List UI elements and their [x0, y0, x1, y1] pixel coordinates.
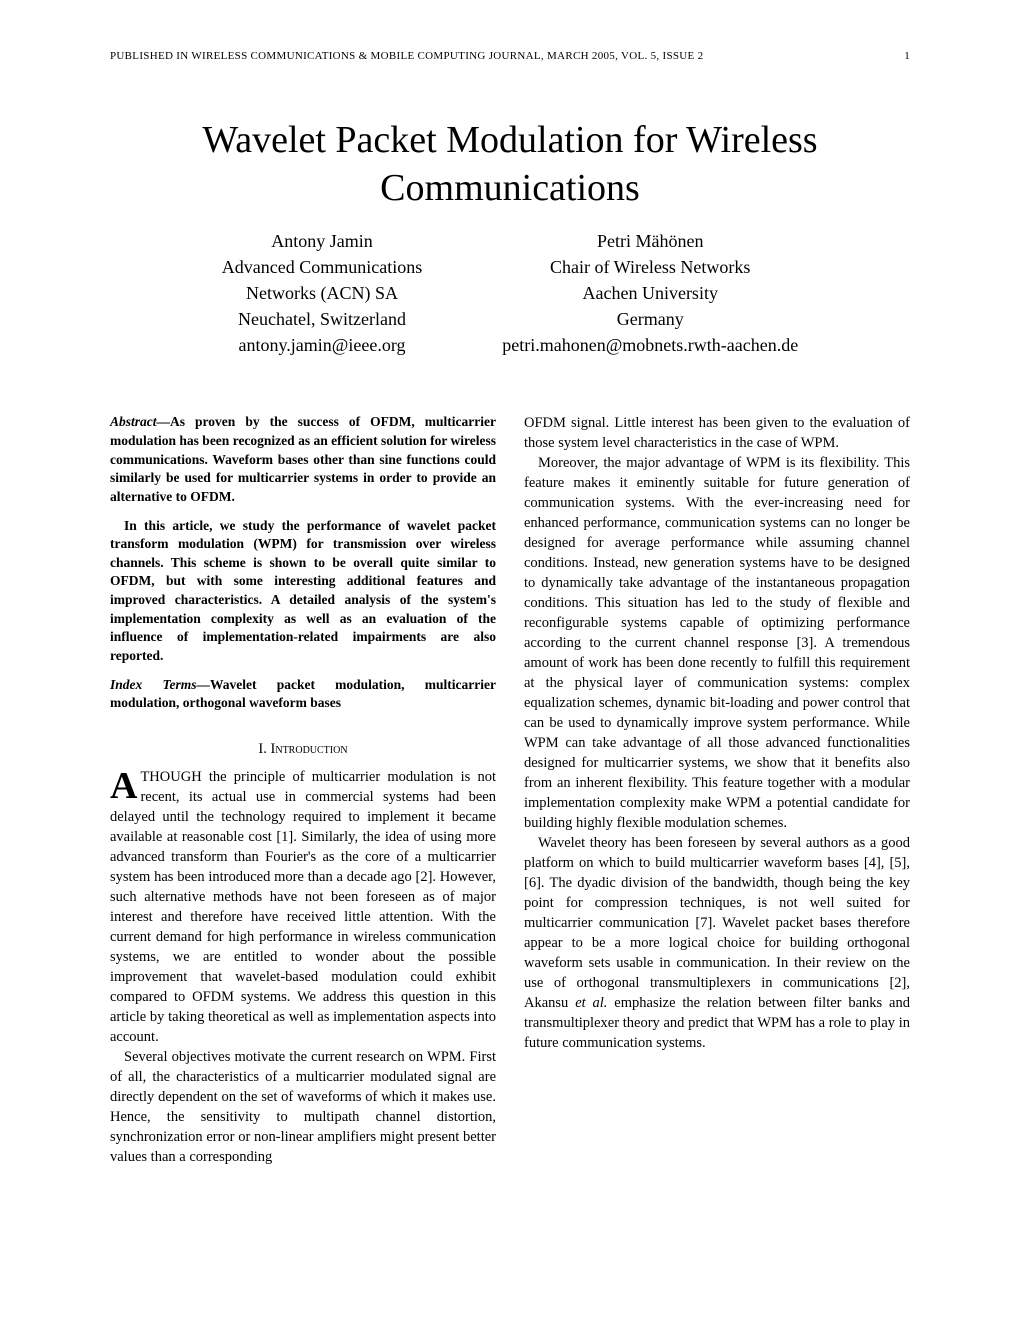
right-p3: Wavelet theory has been foreseen by seve… [524, 833, 910, 1053]
intro-p2: Several objectives motivate the current … [110, 1047, 496, 1167]
author-name: Petri Mähönen [502, 228, 798, 254]
dropcap: A [110, 767, 140, 802]
journal-info: PUBLISHED IN WIRELESS COMMUNICATIONS & M… [110, 50, 703, 62]
authors: Antony Jamin Advanced Communications Net… [110, 228, 910, 358]
paper-title: Wavelet Packet Modulation for Wireless C… [110, 117, 910, 212]
right-p3-a: Wavelet theory has been foreseen by seve… [524, 835, 910, 1011]
page-number: 1 [904, 50, 910, 62]
section-number: I. [258, 741, 266, 757]
author-affil: Chair of Wireless Networks [502, 254, 798, 280]
author-affil: Germany [502, 306, 798, 332]
body-columns: Abstract—As proven by the success of OFD… [110, 413, 910, 1166]
right-p1: OFDM signal. Little interest has been gi… [524, 413, 910, 453]
section-title: Introduction [271, 741, 348, 757]
abstract-p2: In this article, we study the performanc… [110, 517, 496, 666]
section-heading: I. Introduction [110, 739, 496, 759]
index-terms: Index Terms—Wavelet packet modulation, m… [110, 676, 496, 713]
page: PUBLISHED IN WIRELESS COMMUNICATIONS & M… [0, 0, 1020, 1207]
right-p3-em: et al. [575, 995, 607, 1011]
author-affil: Networks (ACN) SA [222, 280, 422, 306]
index-terms-label: Index Terms— [110, 677, 210, 692]
intro-p1: ATHOUGH the principle of multicarrier mo… [110, 767, 496, 1047]
author-name: Antony Jamin [222, 228, 422, 254]
author-1: Antony Jamin Advanced Communications Net… [222, 228, 422, 358]
intro-p1-text: THOUGH the principle of multicarrier mod… [110, 769, 496, 1045]
author-email: antony.jamin@ieee.org [222, 332, 422, 358]
author-2: Petri Mähönen Chair of Wireless Networks… [502, 228, 798, 358]
author-email: petri.mahonen@mobnets.rwth-aachen.de [502, 332, 798, 358]
left-column: Abstract—As proven by the success of OFD… [110, 413, 496, 1166]
author-affil: Aachen University [502, 280, 798, 306]
author-affil: Advanced Communications [222, 254, 422, 280]
author-affil: Neuchatel, Switzerland [222, 306, 422, 332]
right-column: OFDM signal. Little interest has been gi… [524, 413, 910, 1166]
abstract-label: Abstract— [110, 414, 170, 429]
running-header: PUBLISHED IN WIRELESS COMMUNICATIONS & M… [110, 50, 910, 62]
right-p2: Moreover, the major advantage of WPM is … [524, 453, 910, 833]
abstract-p1: Abstract—As proven by the success of OFD… [110, 413, 496, 506]
